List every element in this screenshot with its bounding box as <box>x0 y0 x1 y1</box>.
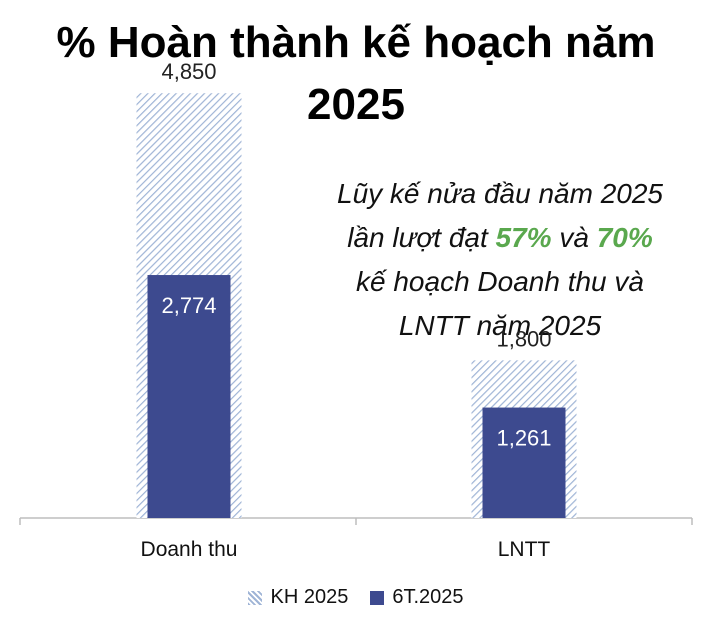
legend: KH 2025 6T.2025 <box>0 586 712 609</box>
legend-label-plan: KH 2025 <box>270 586 349 608</box>
legend-swatch-actual <box>370 590 385 605</box>
note-line-2-mid: và <box>551 222 597 253</box>
data-label-plan-0: 4,850 <box>161 59 216 84</box>
bar-actual-1 <box>482 407 566 518</box>
note-line-2: lần lượt đạt 57% và 70% <box>310 216 690 260</box>
title-line-2: 2025 <box>307 80 405 129</box>
category-label-0: Doanh thu <box>141 538 238 561</box>
summary-note: Lũy kế nửa đầu năm 2025 lần lượt đạt 57%… <box>310 172 690 348</box>
legend-item-plan: KH 2025 <box>248 586 348 609</box>
data-label-actual-1: 1,261 <box>496 426 551 451</box>
title-line-1: % Hoàn thành kế hoạch năm <box>56 18 656 67</box>
note-line-2-pre: lần lượt đạt <box>347 222 496 253</box>
category-label-1: LNTT <box>498 538 551 561</box>
note-line-4: LNTT năm 2025 <box>398 310 602 341</box>
legend-label-actual: 6T.2025 <box>392 586 464 608</box>
pct-revenue: 57% <box>495 222 552 253</box>
chart-title: % Hoàn thành kế hoạch năm 2025 <box>0 12 712 136</box>
data-label-plan-1: 1,800 <box>496 326 551 351</box>
bar-actual-0 <box>147 275 231 518</box>
note-line-1: Lũy kế nửa đầu năm 2025 <box>337 178 663 209</box>
pct-profit: 70% <box>596 222 653 253</box>
note-line-3: kế hoạch Doanh thu và <box>356 266 644 297</box>
legend-swatch-plan <box>248 590 263 605</box>
legend-item-actual: 6T.2025 <box>370 586 464 609</box>
data-label-actual-0: 2,774 <box>161 293 216 318</box>
